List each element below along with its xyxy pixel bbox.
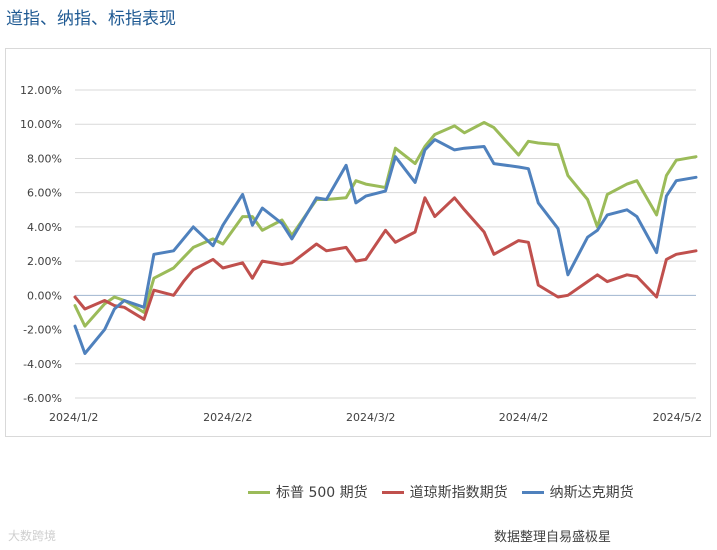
legend-swatch xyxy=(381,490,404,494)
chart-title: 道指、纳指、标指表现 xyxy=(6,9,176,29)
chart-frame: -6.00% -4.00% -2.00% 0.00% 2.00% 4.00% 6.00% 8.… xyxy=(5,48,711,437)
legend-swatch xyxy=(521,490,544,494)
y-tick-label: -6.00% xyxy=(23,392,62,405)
series-line xyxy=(73,196,698,321)
x-tick-label: 2024/5/2 xyxy=(653,411,702,424)
x-tick-label: 2024/1/2 xyxy=(49,411,98,424)
y-tick-label: 12.00% xyxy=(20,84,62,97)
y-tick-label: 0.00% xyxy=(27,289,62,302)
legend-item: 纳斯达克期货 xyxy=(521,482,634,502)
legend-swatch xyxy=(248,490,270,494)
legend: 标普 500 期货 道琼斯指数期货 纳斯达克期货 xyxy=(248,482,648,502)
x-tick-label: 2024/3/2 xyxy=(346,411,395,424)
x-tick-label: 2024/4/2 xyxy=(499,411,548,424)
x-tick-label: 2024/2/2 xyxy=(203,411,252,424)
line-chart: -6.00% -4.00% -2.00% 0.00% 2.00% 4.00% 6.00% 8.… xyxy=(20,84,702,424)
legend-label: 纳斯达克期货 xyxy=(549,485,634,501)
y-tick-label: 4.00% xyxy=(27,221,62,234)
source-note: 数据整理自易盛极星 xyxy=(494,530,612,545)
series-line xyxy=(73,138,698,355)
legend-label: 道琼斯指数期货 xyxy=(409,485,508,501)
y-tick-label: 8.00% xyxy=(27,152,62,165)
legend-item: 标普 500 期货 xyxy=(248,482,368,502)
y-tick-label: 6.00% xyxy=(27,187,62,200)
y-tick-label: -4.00% xyxy=(23,358,62,371)
y-tick-label: 10.00% xyxy=(20,118,62,131)
legend-label: 标普 500 期货 xyxy=(276,485,368,501)
y-tick-label: 2.00% xyxy=(27,255,62,268)
legend-item: 道琼斯指数期货 xyxy=(381,482,508,502)
watermark: 大数跨境 xyxy=(8,529,57,543)
y-tick-label: -2.00% xyxy=(23,324,62,337)
